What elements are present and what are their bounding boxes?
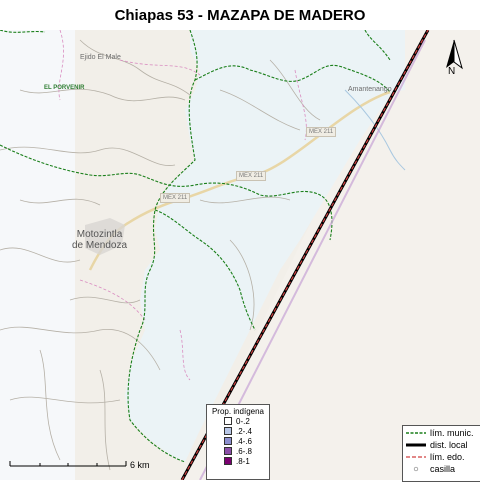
legend-indigenous: Prop. indígena 0-.2 .2-.4 .4-.6 .6-.8 .8… xyxy=(206,404,270,480)
place-amantenango: Amantenango xyxy=(348,86,392,93)
place-ejido-el-male: Ejido El Male xyxy=(80,54,121,61)
legend-indigenous-label: .2-.4 xyxy=(236,426,253,436)
legend-line-item: dist. local xyxy=(403,440,480,450)
legend-line-item: casilla xyxy=(403,464,480,474)
legend-line-item: lím. edo. xyxy=(403,452,480,462)
legend-indigenous-label: .8-1 xyxy=(236,456,250,466)
scale-bar xyxy=(9,461,127,467)
roads xyxy=(0,39,321,471)
legend-indigenous-label: .4-.6 xyxy=(236,436,253,446)
map-canvas xyxy=(0,30,480,480)
legend-indigenous-item: .8-1 xyxy=(224,456,269,466)
dashed-green-line-icon xyxy=(406,428,426,438)
legend-swatch xyxy=(224,457,232,465)
legend-line-item: lím. munic. xyxy=(403,428,480,438)
legend-swatch xyxy=(224,437,232,445)
legend-line-label: dist. local xyxy=(430,440,468,450)
thick-black-line-icon xyxy=(406,440,426,450)
river xyxy=(344,89,406,171)
map-title: Chiapas 53 - MAZAPA DE MADERO xyxy=(114,7,366,24)
basemap-left-strip xyxy=(0,30,75,480)
urban-area xyxy=(85,218,125,255)
legend-indigenous-label: 0-.2 xyxy=(236,416,250,426)
legend-indigenous-item: .4-.6 xyxy=(224,436,269,446)
place-el-porvenir: EL PORVENIR xyxy=(44,85,85,91)
legend-lines: lím. munic. dist. local lím. edo. casill… xyxy=(402,425,480,482)
outside-region xyxy=(185,30,480,480)
place-motozintla-line1: Motozintla xyxy=(76,229,123,240)
red-dashed-line-icon xyxy=(406,452,426,462)
legend-line-label: casilla xyxy=(430,464,456,474)
legend-swatch xyxy=(224,447,232,455)
place-motozintla: Motozintla de Mendoza xyxy=(72,229,127,251)
map-svg xyxy=(0,30,480,480)
circle-marker-icon xyxy=(406,464,426,474)
legend-line-label: lím. edo. xyxy=(430,452,465,462)
highway-label: MEX 211 xyxy=(160,193,191,203)
legend-indigenous-item: .6-.8 xyxy=(224,446,269,456)
scale-label: 6 km xyxy=(130,460,150,470)
place-motozintla-line2: de Mendoza xyxy=(72,240,128,251)
north-label: N xyxy=(448,66,456,77)
legend-line-label: lím. munic. xyxy=(430,428,474,438)
legend-indigenous-item: .2-.4 xyxy=(224,426,269,436)
legend-swatch xyxy=(224,427,232,435)
municipal-boundaries xyxy=(0,30,391,463)
highway-label: MEX 211 xyxy=(306,127,337,137)
legend-swatch xyxy=(224,417,232,425)
district-area xyxy=(125,30,405,462)
legend-indigenous-title: Prop. indígena xyxy=(211,407,265,416)
legend-indigenous-item: 0-.2 xyxy=(224,416,269,426)
legend-indigenous-label: .6-.8 xyxy=(236,446,253,456)
highway-label: MEX 211 xyxy=(236,171,267,181)
pink-boundaries xyxy=(58,30,307,381)
north-arrow-icon xyxy=(446,39,463,70)
